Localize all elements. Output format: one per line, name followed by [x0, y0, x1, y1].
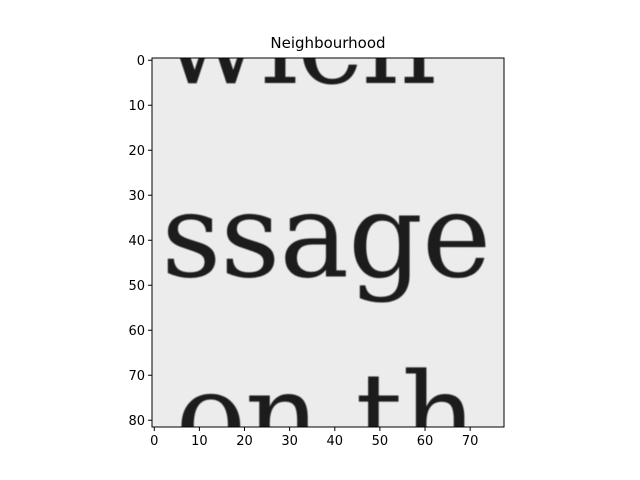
y-tick-label: 80 — [128, 414, 145, 429]
y-tick-label: 50 — [128, 279, 145, 294]
image-text-fragment-0: wich — [161, 0, 435, 111]
y-tick-label: 20 — [128, 144, 145, 159]
y-tick-label: 10 — [128, 99, 145, 114]
x-tick-label: 30 — [281, 434, 298, 449]
y-tick-label: 40 — [128, 234, 145, 249]
image-text-fragment-1: ssage — [161, 167, 490, 304]
heatmap-grain — [152, 58, 504, 427]
x-tick-label: 0 — [150, 434, 158, 449]
x-tick-label: 20 — [236, 434, 253, 449]
glyph-layer: wich ssage on th — [161, 0, 491, 480]
y-axis: 0 10 20 30 40 50 60 70 80 — [128, 54, 152, 429]
heatmap-image: wich ssage on th — [152, 0, 504, 480]
y-tick-label: 70 — [128, 369, 145, 384]
y-tick-label: 60 — [128, 324, 145, 339]
axes-frame — [151, 57, 505, 428]
x-tick-label: 60 — [417, 434, 434, 449]
y-tick-label: 30 — [128, 189, 145, 204]
y-tick-label: 0 — [137, 54, 145, 69]
x-tick-label: 50 — [372, 434, 389, 449]
x-tick-label: 40 — [326, 434, 343, 449]
x-axis: 0 10 20 30 40 50 60 70 — [150, 427, 478, 449]
chart-title: Neighbourhood — [270, 34, 385, 52]
x-tick-label: 10 — [191, 434, 208, 449]
image-text-fragment-2: on th — [176, 347, 476, 480]
x-tick-label: 70 — [462, 434, 479, 449]
